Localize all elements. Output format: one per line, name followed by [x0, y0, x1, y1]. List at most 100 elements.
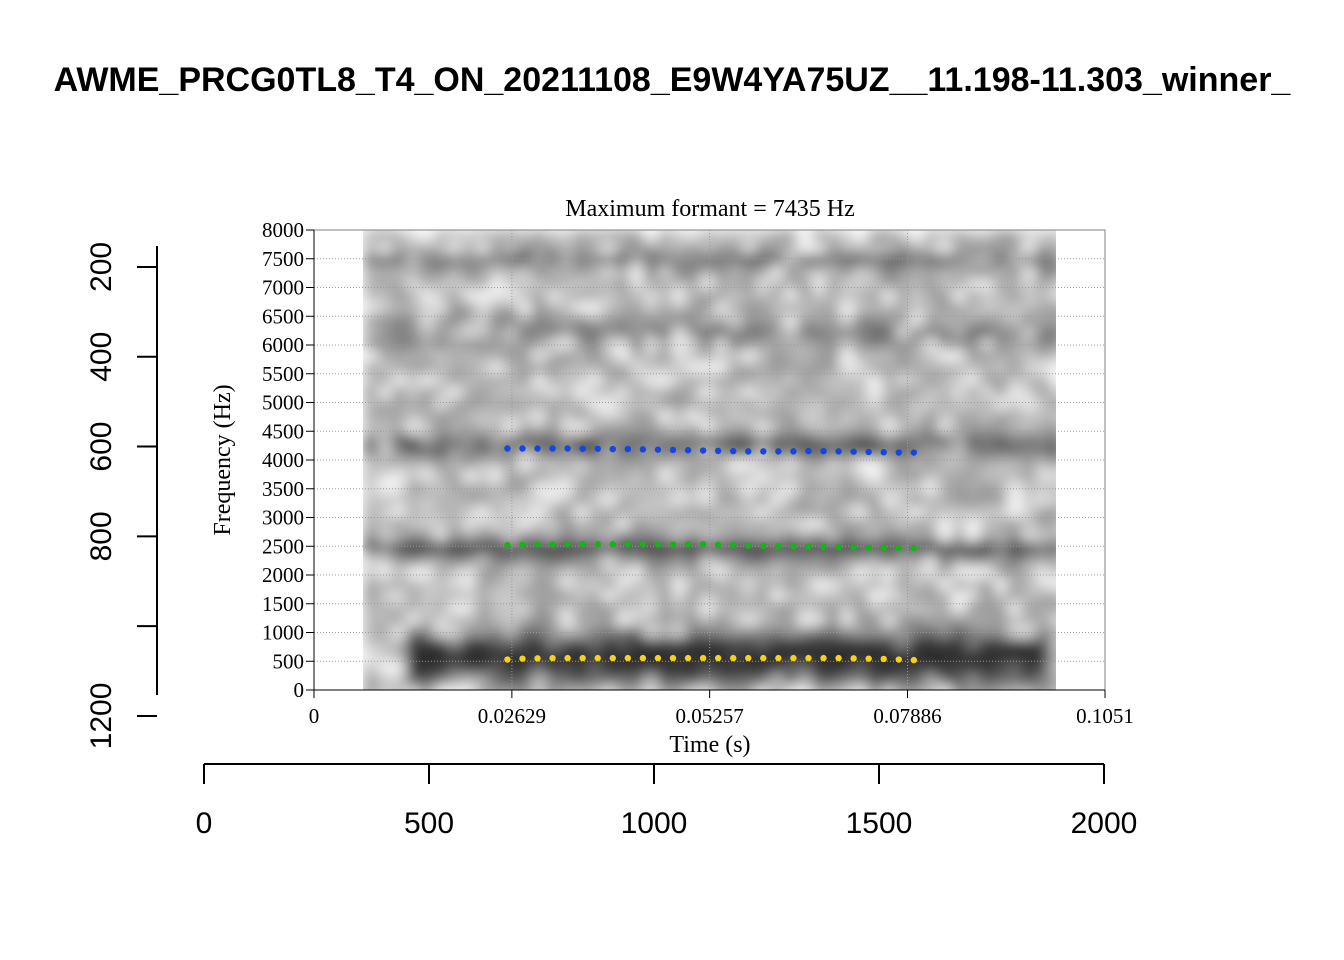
formant-point — [579, 445, 586, 452]
formant-point — [730, 654, 737, 662]
formant-point — [519, 655, 526, 662]
formant-point — [880, 655, 887, 663]
formant-point — [549, 445, 556, 452]
chart-title: Maximum formant = 7435 Hz — [565, 196, 855, 222]
formant-point — [579, 654, 586, 662]
y-tick-label: 4000 — [262, 448, 304, 472]
x-axis-ticks: 0 0.02629 0.05257 0.07886 0.1051 — [309, 690, 1134, 728]
formant-point — [534, 445, 541, 452]
formant-point — [654, 541, 662, 548]
formant-point — [714, 447, 722, 454]
y-tick-label: 3500 — [262, 477, 304, 501]
formant-point — [609, 445, 616, 453]
formant-point — [760, 542, 767, 550]
page-title: AWME_PRCG0TL8_T4_ON_20211108_E9W4YA75UZ_… — [54, 61, 1292, 99]
formant-point — [805, 654, 812, 662]
formant-point — [549, 541, 556, 548]
formant-point — [699, 654, 707, 662]
formant-point — [865, 655, 872, 662]
formant-point — [594, 654, 601, 662]
formant-point — [624, 445, 632, 453]
formant-series-f3 — [504, 445, 918, 456]
formant-point — [850, 655, 857, 662]
y-tick-label: 500 — [273, 649, 305, 673]
y-tick-label: 6500 — [262, 304, 304, 328]
y-tick-label: 0 — [294, 678, 305, 702]
y-tick-label: 7000 — [262, 276, 304, 300]
y-tick-label: 7500 — [262, 247, 304, 271]
formant-point — [594, 445, 601, 452]
formant-point — [775, 543, 782, 550]
formant-point — [609, 541, 616, 548]
formant-point — [639, 446, 647, 453]
outer-left-tick-label: 200 — [85, 242, 118, 292]
outer-bottom-tick-label: 1500 — [846, 807, 913, 840]
x-tick-label: 0.07886 — [873, 704, 941, 728]
y-axis-ticks: 0 500 1000 1500 2000 2500 3000 3500 4000 4500 5000… — [262, 218, 314, 702]
formant-point — [564, 445, 571, 452]
formant-point — [805, 447, 812, 455]
formant-point — [624, 541, 632, 548]
formant-point — [895, 544, 902, 552]
y-tick-label: 6000 — [262, 333, 304, 357]
outer-left-tick-label: 1200 — [85, 683, 118, 750]
formant-point — [850, 448, 857, 455]
formant-point — [745, 654, 752, 662]
formant-point — [820, 654, 827, 662]
formant-point — [669, 541, 677, 548]
y-tick-label: 1000 — [262, 621, 304, 645]
y-tick-label: 2500 — [262, 534, 304, 558]
formant-point — [865, 544, 872, 551]
formant-point — [745, 542, 752, 549]
formant-point — [669, 446, 677, 454]
formant-point — [820, 447, 827, 455]
outer-bottom-tick-label: 1000 — [621, 807, 688, 840]
formant-point — [684, 654, 692, 662]
formant-point — [519, 445, 526, 452]
formant-point — [895, 656, 902, 663]
formant-point — [714, 541, 722, 549]
formant-point — [564, 654, 571, 662]
x-tick-label: 0.1051 — [1076, 704, 1134, 728]
formant-point — [594, 541, 601, 548]
formant-point — [835, 543, 842, 551]
formant-point — [504, 656, 511, 663]
y-tick-label: 4500 — [262, 419, 304, 443]
y-axis-label: Frequency (Hz) — [210, 384, 236, 535]
formant-point — [805, 543, 812, 550]
formant-point — [850, 544, 857, 551]
formant-point — [699, 447, 707, 454]
formant-point — [760, 448, 767, 455]
formant-point — [865, 448, 872, 456]
x-tick-label: 0 — [309, 704, 320, 728]
formant-point — [714, 654, 722, 662]
formant-point — [534, 541, 541, 548]
outer-left-tick-label: 400 — [85, 332, 118, 382]
formant-point — [564, 541, 571, 548]
x-tick-label: 0.02629 — [478, 704, 546, 728]
outer-bottom-tick-label: 0 — [196, 807, 213, 840]
formant-point — [835, 654, 842, 662]
y-tick-label: 8000 — [262, 218, 304, 242]
formant-point — [820, 543, 827, 551]
x-tick-label: 0.05257 — [676, 704, 744, 728]
formant-point — [684, 541, 692, 548]
y-tick-label: 2000 — [262, 563, 304, 587]
formant-point — [504, 445, 511, 452]
y-tick-label: 5500 — [262, 362, 304, 386]
formant-point — [910, 656, 918, 664]
outer-left-tick-label: 800 — [85, 511, 118, 561]
formant-point — [790, 654, 797, 662]
formant-series-f1 — [504, 654, 918, 664]
y-tick-label: 3000 — [262, 506, 304, 530]
formant-point — [504, 541, 511, 549]
formant-point — [880, 544, 887, 551]
formant-point — [745, 448, 752, 455]
formant-point — [609, 654, 616, 662]
spectrogram-chart: 0 500 1000 1500 2000 2500 3000 3500 4000 4500 5000… — [210, 196, 1134, 758]
formant-point — [790, 543, 797, 550]
formant-point — [760, 654, 767, 662]
formant-point — [895, 449, 902, 456]
formant-tracks — [504, 445, 918, 664]
